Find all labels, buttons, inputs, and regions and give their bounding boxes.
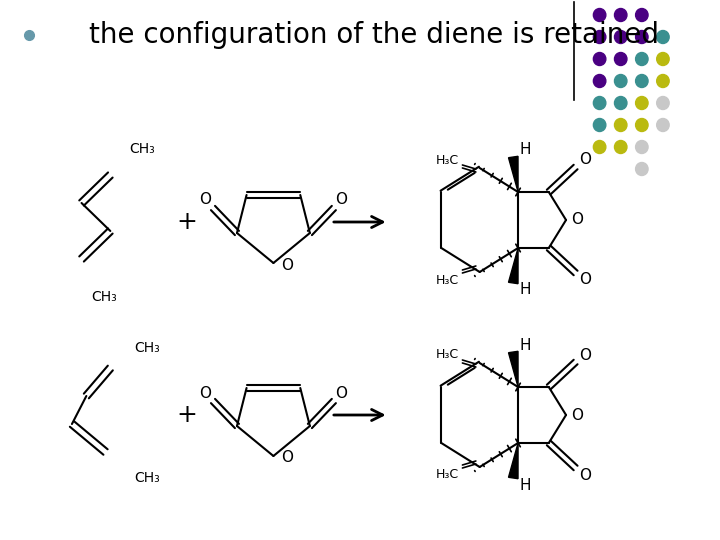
Circle shape — [657, 52, 669, 65]
Text: O: O — [336, 386, 348, 401]
Circle shape — [614, 140, 627, 153]
Text: O: O — [572, 213, 583, 227]
Circle shape — [614, 9, 627, 22]
Circle shape — [614, 75, 627, 87]
Text: O: O — [579, 468, 591, 483]
Circle shape — [593, 52, 606, 65]
Circle shape — [636, 52, 648, 65]
Text: O: O — [199, 386, 211, 401]
Text: O: O — [579, 152, 591, 167]
Circle shape — [593, 97, 606, 110]
Circle shape — [657, 30, 669, 44]
Circle shape — [636, 163, 648, 176]
Polygon shape — [508, 443, 518, 478]
Text: O: O — [336, 192, 348, 207]
Text: CH₃: CH₃ — [91, 290, 117, 304]
Text: O: O — [572, 408, 583, 422]
Text: H₃C: H₃C — [436, 348, 459, 361]
Text: H: H — [520, 338, 531, 353]
Circle shape — [636, 30, 648, 44]
Text: +: + — [176, 403, 197, 427]
Circle shape — [593, 118, 606, 132]
Text: H: H — [520, 143, 531, 158]
Text: O: O — [579, 273, 591, 287]
Circle shape — [614, 30, 627, 44]
Circle shape — [614, 118, 627, 132]
Circle shape — [593, 30, 606, 44]
Text: H₃C: H₃C — [436, 469, 459, 482]
Text: O: O — [281, 258, 293, 273]
Text: O: O — [281, 450, 293, 465]
Text: H: H — [520, 477, 531, 492]
Text: H: H — [520, 282, 531, 298]
Text: CH₃: CH₃ — [135, 471, 160, 485]
Text: H₃C: H₃C — [436, 273, 459, 287]
Text: O: O — [579, 348, 591, 362]
Circle shape — [636, 9, 648, 22]
Circle shape — [614, 52, 627, 65]
Text: O: O — [199, 192, 211, 207]
Circle shape — [593, 9, 606, 22]
Circle shape — [614, 97, 627, 110]
Text: CH₃: CH₃ — [130, 142, 156, 156]
Polygon shape — [508, 248, 518, 284]
Text: H₃C: H₃C — [436, 153, 459, 166]
Circle shape — [636, 118, 648, 132]
Text: the configuration of the diene is retained: the configuration of the diene is retain… — [89, 21, 659, 49]
Circle shape — [593, 140, 606, 153]
Circle shape — [636, 140, 648, 153]
Polygon shape — [508, 352, 518, 387]
Circle shape — [657, 75, 669, 87]
Circle shape — [657, 97, 669, 110]
Text: CH₃: CH₃ — [135, 341, 160, 355]
Circle shape — [636, 97, 648, 110]
Text: +: + — [176, 210, 197, 234]
Circle shape — [657, 118, 669, 132]
Circle shape — [593, 75, 606, 87]
Circle shape — [636, 75, 648, 87]
Polygon shape — [508, 156, 518, 192]
